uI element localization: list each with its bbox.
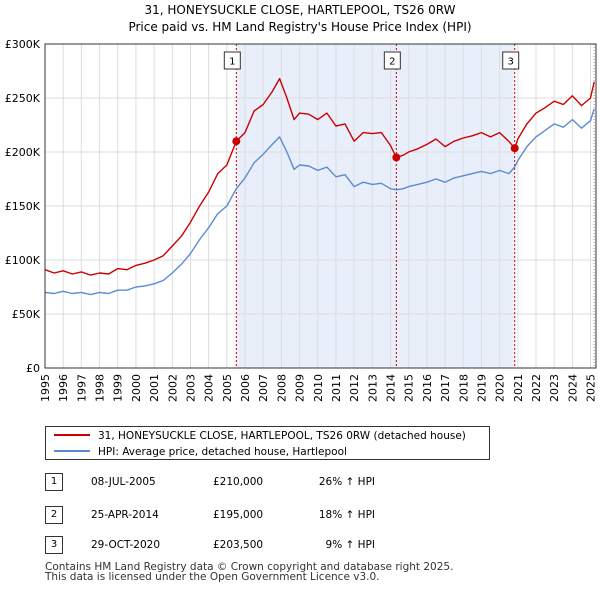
sale-point-2 [392,153,401,162]
x-tick-label: 2015 [403,374,416,402]
legend-swatch-hpi [54,450,90,452]
sale-hpi-change: 9% ↑ HPI [325,539,375,551]
x-tick-label: 2000 [130,374,143,402]
y-tick-label: £100K [5,254,41,267]
sale-box-3 [502,51,520,70]
x-tick-label: 1999 [112,374,125,402]
x-tick-label: 2019 [475,374,488,402]
sale-price: £195,000 [213,509,264,521]
x-tick-label: 2025 [585,374,598,402]
legend-swatch-property [54,434,90,436]
x-tick-label: 2005 [221,374,234,402]
x-tick-label: 2011 [330,374,343,402]
hpi-series-line [44,108,595,296]
y-tick-label: £250K [5,92,41,105]
chart-legend: 31, HONEYSUCKLE CLOSE, HARTLEPOOL, TS26 … [45,426,490,460]
x-tick-label: 2010 [312,374,325,402]
x-tick-label: 2007 [257,374,270,402]
sale-hpi-change: 26% ↑ HPI [318,476,375,488]
y-tick-label: £150K [5,200,41,213]
x-tick-label: 1997 [75,374,88,402]
property-series-line [44,77,595,276]
sale-date: 08-JUL-2005 [91,476,156,488]
x-tick-label: 2008 [275,374,288,402]
sale-date: 29-OCT-2020 [91,539,160,551]
plot-frame [44,43,597,369]
x-tick-label: 2017 [439,374,452,402]
x-tick-label: 2006 [239,374,252,402]
x-tick-label: 2013 [366,374,379,402]
x-tick-label: 2021 [512,374,525,402]
x-tick-label: 2022 [530,374,543,402]
y-tick-label: £0 [26,362,40,375]
x-tick-label: 2024 [566,374,579,402]
legend-item-hpi: HPI: Average price, detached house, Hart… [54,444,347,460]
sale-box-1 [223,51,241,70]
x-tick-label: 2012 [348,374,361,402]
y-tick-label: £300K [5,38,41,51]
sale-number: 2 [45,506,63,524]
legend-label-property: 31, HONEYSUCKLE CLOSE, HARTLEPOOL, TS26 … [98,430,466,442]
y-tick-label: £200K [5,146,41,159]
sale-point-3 [510,144,519,153]
x-tick-label: 2014 [385,374,398,402]
x-tick-label: 2003 [184,374,197,402]
footer-copyright: Contains HM Land Registry data © Crown c… [45,561,454,573]
sale-box-label: 1 [229,57,235,68]
legend-item-property: 31, HONEYSUCKLE CLOSE, HARTLEPOOL, TS26 … [54,428,466,444]
x-tick-label: 2023 [548,374,561,402]
x-tick-label: 2004 [203,374,216,402]
chart-title: 31, HONEYSUCKLE CLOSE, HARTLEPOOL, TS26 … [144,3,456,17]
sale-hpi-change: 18% ↑ HPI [318,509,375,521]
sale-box-2 [383,51,401,70]
chart-subtitle: Price paid vs. HM Land Registry's House … [128,20,472,34]
x-tick-label: 2001 [148,374,161,402]
y-tick-label: £50K [12,308,41,321]
sale-price: £210,000 [213,476,264,488]
legend-label-hpi: HPI: Average price, detached house, Hart… [98,446,347,458]
x-tick-label: 2009 [294,374,307,402]
price-chart: £0 £50K £100K £150K £200K £250K £300K 1995 1996… [5,38,598,402]
sale-date: 25-APR-2014 [91,509,159,521]
x-tick-label: 2002 [166,374,179,402]
sale-point-1 [232,137,241,146]
sale-box-label: 2 [389,57,395,68]
x-tick-label: 1998 [94,374,107,402]
sale-number: 1 [45,473,63,491]
x-tick-label: 2020 [494,374,507,402]
x-tick-label: 2016 [421,374,434,402]
footer-licence: This data is licensed under the Open Gov… [45,571,380,583]
sale-price: £203,500 [213,539,264,551]
x-tick-label: 1996 [57,374,70,402]
x-tick-label: 2018 [457,374,470,402]
sale-number: 3 [45,536,63,554]
sale-box-label: 3 [508,57,514,68]
x-tick-label: 1995 [39,374,52,402]
